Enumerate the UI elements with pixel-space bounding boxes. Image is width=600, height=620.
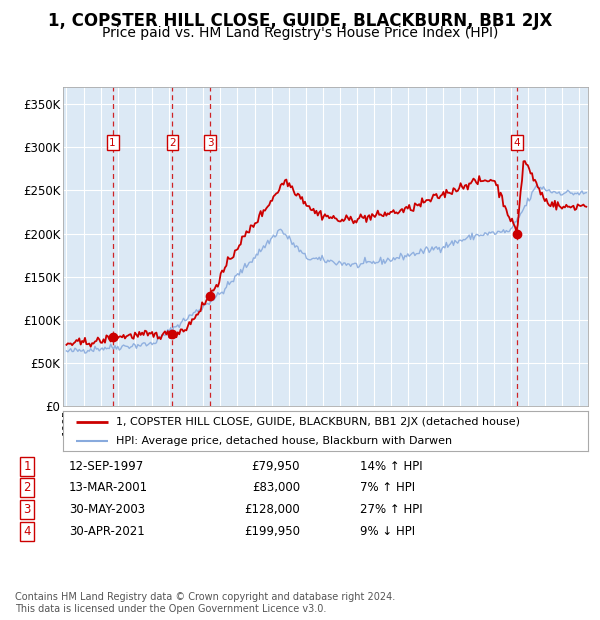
Text: 1, COPSTER HILL CLOSE, GUIDE, BLACKBURN, BB1 2JX (detached house): 1, COPSTER HILL CLOSE, GUIDE, BLACKBURN,… [115, 417, 520, 427]
Text: 4: 4 [514, 138, 520, 148]
Text: 27% ↑ HPI: 27% ↑ HPI [360, 503, 422, 516]
Text: 30-MAY-2003: 30-MAY-2003 [69, 503, 145, 516]
Text: 7% ↑ HPI: 7% ↑ HPI [360, 482, 415, 494]
Text: £199,950: £199,950 [244, 525, 300, 538]
Text: 1, COPSTER HILL CLOSE, GUIDE, BLACKBURN, BB1 2JX: 1, COPSTER HILL CLOSE, GUIDE, BLACKBURN,… [48, 12, 552, 30]
Text: 2: 2 [169, 138, 176, 148]
Text: £83,000: £83,000 [252, 482, 300, 494]
Text: £79,950: £79,950 [251, 460, 300, 472]
Text: 1: 1 [23, 460, 31, 472]
Text: 3: 3 [23, 503, 31, 516]
Text: 4: 4 [23, 525, 31, 538]
Text: HPI: Average price, detached house, Blackburn with Darwen: HPI: Average price, detached house, Blac… [115, 436, 452, 446]
Text: 30-APR-2021: 30-APR-2021 [69, 525, 145, 538]
Text: 12-SEP-1997: 12-SEP-1997 [69, 460, 144, 472]
Text: Contains HM Land Registry data © Crown copyright and database right 2024.
This d: Contains HM Land Registry data © Crown c… [15, 592, 395, 614]
Text: 3: 3 [207, 138, 214, 148]
Text: 13-MAR-2001: 13-MAR-2001 [69, 482, 148, 494]
Text: £128,000: £128,000 [244, 503, 300, 516]
Text: 14% ↑ HPI: 14% ↑ HPI [360, 460, 422, 472]
Text: 2: 2 [23, 482, 31, 494]
Text: 9% ↓ HPI: 9% ↓ HPI [360, 525, 415, 538]
Text: 1: 1 [109, 138, 116, 148]
Text: Price paid vs. HM Land Registry's House Price Index (HPI): Price paid vs. HM Land Registry's House … [102, 26, 498, 40]
